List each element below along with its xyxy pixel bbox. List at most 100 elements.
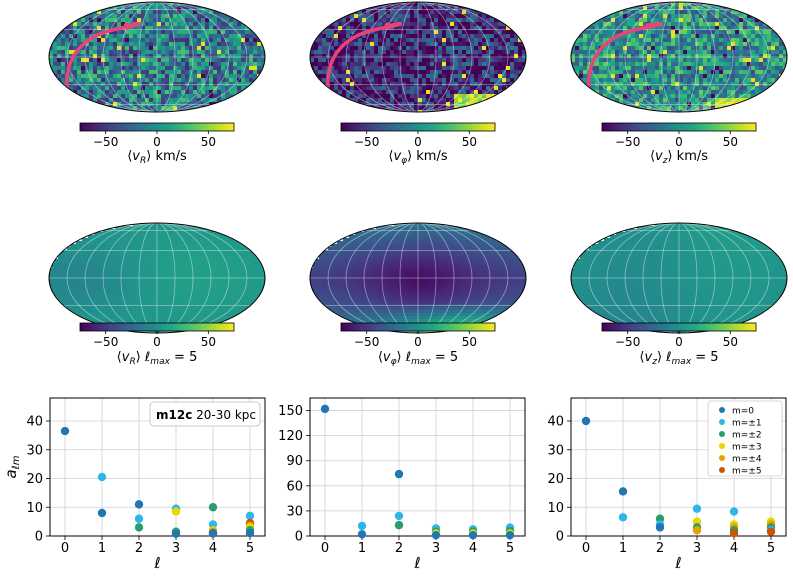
data-point-l2-m0 — [394, 469, 404, 479]
annotation-text: m12c 20-30 kpc — [156, 408, 256, 422]
y-tick-label: 30 — [26, 443, 43, 458]
map-outline — [570, 1, 788, 113]
data-point-l1-m1 — [357, 521, 367, 531]
x-tick-label: 5 — [767, 541, 775, 556]
x-tick-label: 0 — [582, 541, 590, 556]
data-point-l1-m0 — [357, 530, 367, 539]
x-tick-label: 1 — [358, 541, 366, 556]
y-tick-label: 40 — [26, 415, 43, 430]
grid-meridian — [642, 223, 716, 333]
x-tick-label: 3 — [172, 541, 180, 556]
sky-map-vR_data — [49, 2, 265, 112]
y-tick-label: 150 — [278, 404, 303, 419]
y-tick-label: 30 — [547, 443, 564, 458]
spectrum-panel-2: 0 1 2 3 4 5 0 30 60 90 120 150 ℓ — [278, 397, 526, 572]
grid-meridian — [606, 2, 752, 112]
colorbar-label: ⟨vφ⟩ km/s — [388, 149, 447, 166]
colorbar-tick-label: 0 — [675, 335, 683, 349]
legend-label: m=±4 — [732, 455, 762, 465]
x-tick-label: 2 — [656, 541, 664, 556]
x-tick-label: 0 — [321, 541, 329, 556]
y-tick-label: 30 — [286, 504, 303, 519]
colorbar-vR_data: −50 0 50 ⟨vR⟩ km/s — [79, 122, 235, 166]
grid-meridian — [381, 2, 455, 112]
data-point-l4-m1 — [208, 520, 218, 529]
legend: m=0 m=±1 m=±2 m=±3 m=±4 m=±5 — [707, 400, 783, 477]
orbit-endpoint — [384, 22, 392, 30]
spectrum-panel-3: 0 1 2 3 4 5 0 10 20 30 40 ℓ — [547, 397, 787, 572]
colorbars: −50 0 50 ⟨vR⟩ km/s −50 0 50 ⟨vφ⟩ km/s −50 0 50 ⟨vz⟩… — [79, 122, 757, 367]
colorbar-vz_data: −50 0 50 ⟨vz⟩ km/s — [601, 122, 757, 166]
grid-meridian — [606, 223, 752, 333]
legend-label: m=±1 — [732, 419, 762, 429]
annotation-box: m12c 20-30 kpc — [149, 401, 261, 427]
grid-meridian — [660, 2, 698, 112]
axes-frame — [309, 397, 526, 537]
grid-meridian — [120, 2, 194, 112]
grid-meridian — [327, 223, 509, 333]
map-outline — [309, 1, 527, 113]
legend-label: m=±3 — [732, 443, 762, 453]
grid-meridian — [660, 223, 698, 333]
grid-meridian — [84, 2, 230, 112]
x-tick-label: 4 — [730, 541, 738, 556]
y-tick-label: 90 — [286, 454, 303, 469]
data-point-l2-m1 — [134, 514, 144, 523]
y-tick-label: 120 — [278, 429, 303, 444]
sky-map-vR_fit — [49, 223, 265, 333]
colorbar-gradient — [601, 322, 757, 332]
data-point-l3-m0 — [171, 529, 181, 538]
colorbar-tick-label: −50 — [93, 135, 118, 149]
colorbar-tick-label: 50 — [462, 335, 477, 349]
orbit-endpoint — [645, 22, 653, 30]
colorbar-gradient — [79, 122, 235, 132]
data-point-l4-m0 — [208, 528, 218, 538]
y-tick-label: 60 — [286, 479, 303, 494]
axes-frame — [570, 397, 787, 537]
y-tick-label: 10 — [26, 501, 43, 516]
x-tick-label: 2 — [135, 541, 143, 556]
x-tick-label: 2 — [395, 541, 403, 556]
grid-meridian — [84, 223, 230, 333]
grid-meridian — [399, 223, 437, 333]
data-point-l3-m1 — [692, 504, 702, 513]
y-tick-label: 10 — [547, 501, 564, 516]
colorbar-tick-label: −50 — [615, 135, 640, 149]
y-tick-label: 0 — [295, 530, 303, 545]
grid-meridian — [588, 2, 770, 112]
sky-maps — [48, 1, 788, 334]
data-point-l0-m0 — [581, 416, 591, 426]
axes-frame — [49, 397, 266, 537]
x-tick-label: 3 — [432, 541, 440, 556]
data-point-l2-m2 — [394, 520, 404, 530]
x-tick-label: 1 — [619, 541, 627, 556]
colorbar-gradient — [79, 322, 235, 332]
legend-label: m=±5 — [732, 467, 762, 477]
colorbar-tick-label: 50 — [462, 135, 477, 149]
x-tick-label: 4 — [469, 541, 477, 556]
data-point-l5-m0 — [505, 530, 515, 540]
data-point-l1-m1 — [97, 472, 107, 482]
colorbar-label: ⟨vz⟩ km/s — [650, 149, 708, 166]
data-point-l0-m0 — [320, 404, 330, 414]
data-point-l1-m0 — [97, 508, 107, 518]
data-point-l5-m0 — [245, 528, 255, 538]
x-tick-label: 4 — [209, 541, 217, 556]
data-point-l3-m3 — [171, 507, 181, 516]
x-axis-label: ℓ — [153, 554, 160, 572]
grid-meridian — [624, 2, 734, 112]
data-point-l2-m2 — [134, 523, 144, 532]
grid-meridian — [381, 223, 455, 333]
x-tick-label: 5 — [506, 541, 514, 556]
data-point-l5-m5 — [766, 527, 776, 536]
x-tick-label: 0 — [61, 541, 69, 556]
x-axis-label: ℓ — [674, 554, 681, 572]
grid-meridian — [120, 223, 194, 333]
grid-meridian — [399, 2, 437, 112]
data-point-l1-m1 — [618, 513, 628, 522]
colorbar-tick-label: 0 — [414, 335, 422, 349]
x-tick-label: 3 — [693, 541, 701, 556]
grid-meridian — [588, 223, 770, 333]
legend-label: m=0 — [732, 407, 754, 417]
grid-meridian — [345, 2, 491, 112]
